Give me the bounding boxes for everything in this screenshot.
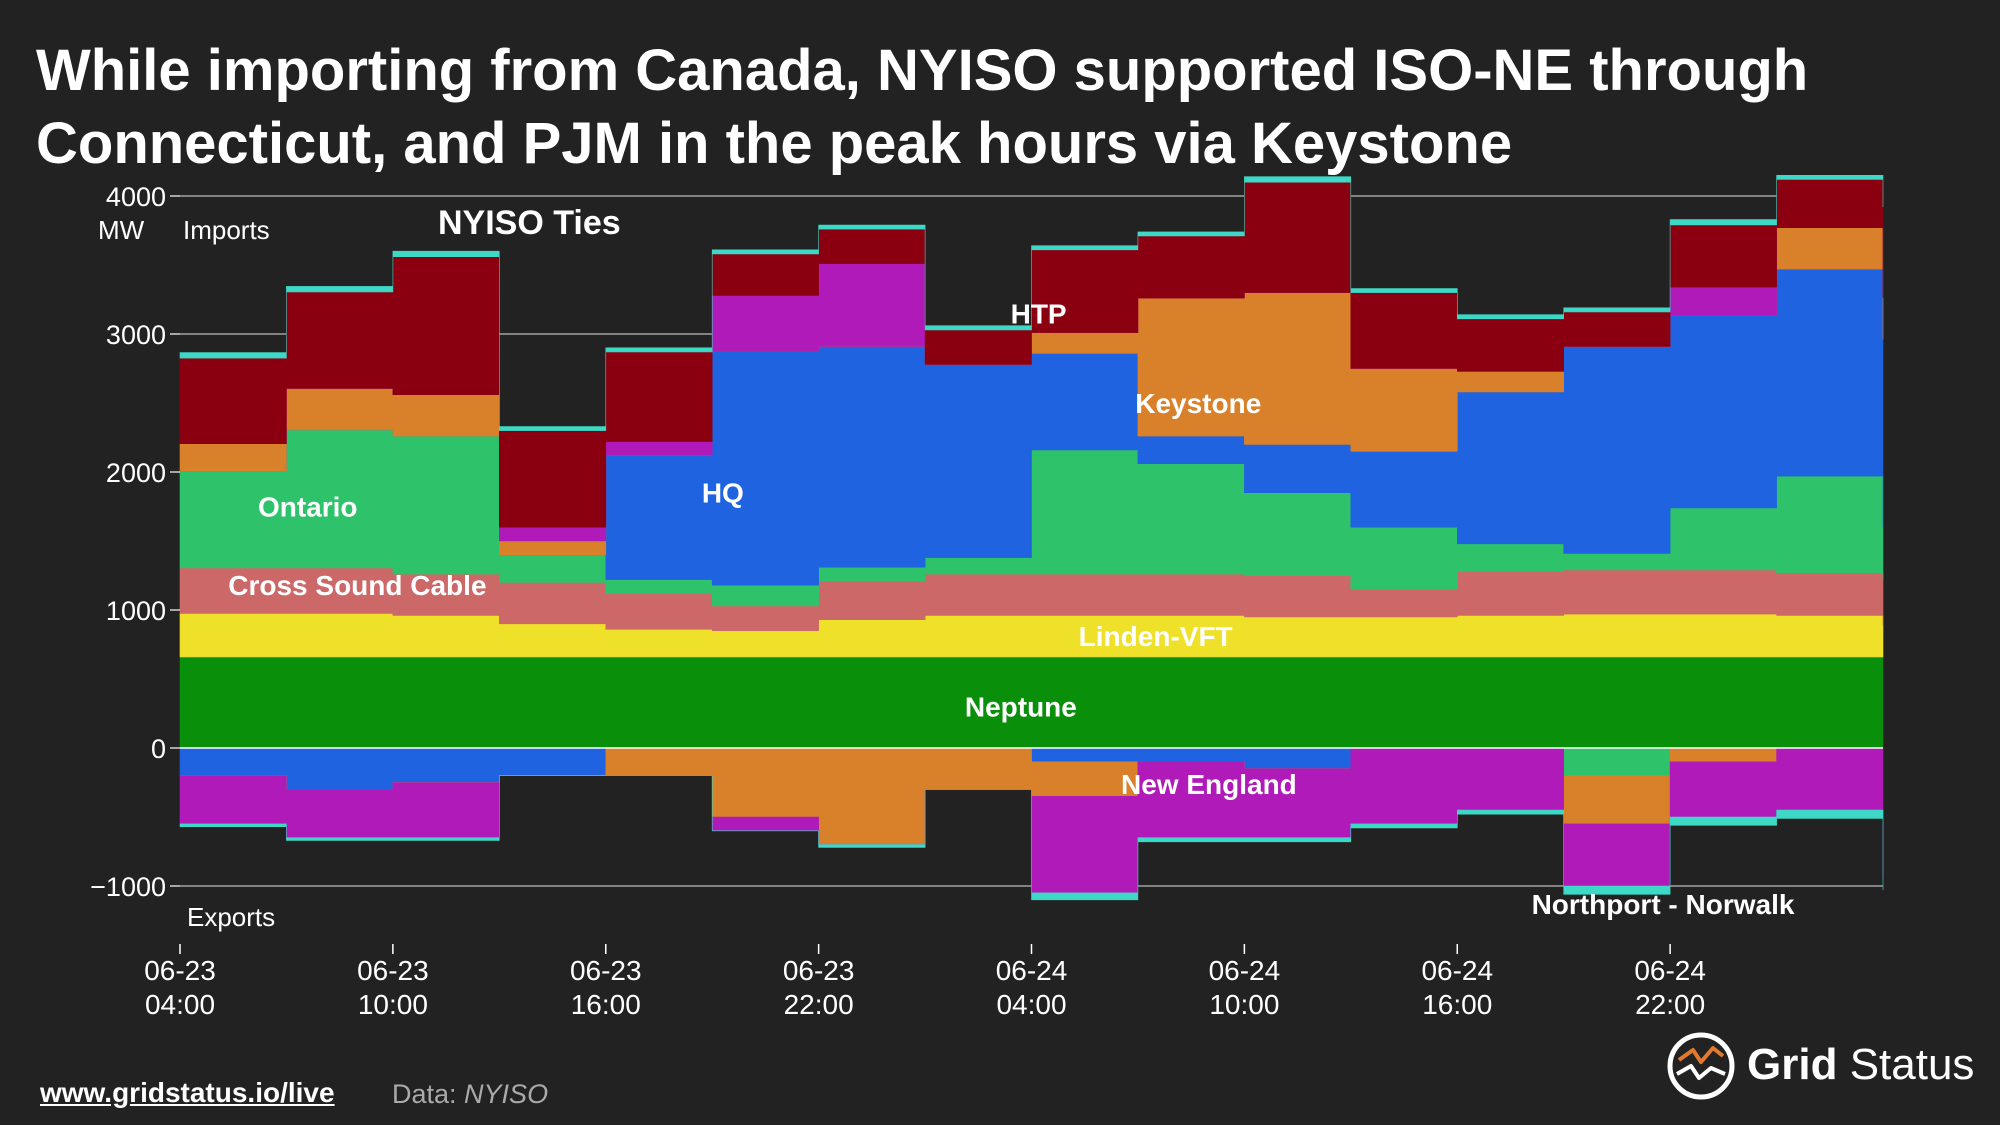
data-source-name: NYISO: [464, 1079, 549, 1109]
x-tick-date: 06-24: [1209, 955, 1281, 986]
exports-annotation: Exports: [187, 902, 275, 932]
x-tick-time: 04:00: [145, 989, 215, 1020]
x-tick-time: 22:00: [784, 989, 854, 1020]
y-tick-label: 4000: [106, 182, 166, 212]
gridstatus-wordmark: Grid Status: [1747, 1040, 1974, 1090]
x-tick-date: 06-23: [783, 955, 855, 986]
x-tick-time: 04:00: [996, 989, 1066, 1020]
y-tick-label: 2000: [106, 458, 166, 488]
y-tick-label: 1000: [106, 596, 166, 626]
y-axis: 4000 3000 2000 1000 0 −1000: [90, 182, 180, 902]
import-area-linden-vft: [179, 613, 1884, 658]
series-label-ontario: Ontario: [258, 492, 358, 523]
series-labels: Ontario Cross Sound Cable HQ HTP Keystone Lin…: [228, 298, 1795, 920]
x-tick-date: 06-24: [1421, 955, 1493, 986]
series-label-hq: HQ: [702, 478, 744, 509]
export-area-northport-norwalk: [179, 775, 1884, 901]
series-label-neptune: Neptune: [965, 692, 1077, 723]
imports-annotation: Imports: [183, 215, 270, 245]
y-tick-label: −1000: [90, 872, 166, 902]
logo-word-status: Status: [1849, 1040, 1975, 1089]
x-tick-time: 22:00: [1635, 989, 1705, 1020]
x-axis: 06-2304:0006-2310:0006-2316:0006-2322:00…: [144, 944, 1706, 1020]
gridstatus-logo-icon: [1667, 1032, 1735, 1100]
y-tick-label: 0: [151, 734, 166, 764]
y-tick-label: 3000: [106, 320, 166, 350]
data-source: Data: NYISO: [392, 1079, 548, 1110]
data-source-prefix: Data:: [392, 1079, 465, 1109]
chart-title: While importing from Canada, NYISO suppo…: [36, 34, 1976, 180]
x-tick-date: 06-23: [570, 955, 642, 986]
x-tick-date: 06-23: [357, 955, 429, 986]
import-area-northport-norwalk: [179, 175, 1884, 431]
series-label-northport-norwalk: Northport - Norwalk: [1532, 889, 1795, 920]
x-tick-time: 16:00: [1422, 989, 1492, 1020]
x-tick-time: 10:00: [1209, 989, 1279, 1020]
x-tick-date: 06-23: [144, 955, 216, 986]
x-tick-time: 10:00: [358, 989, 428, 1020]
series-label-cross-sound-cable: Cross Sound Cable: [228, 570, 486, 601]
gridstatus-link[interactable]: www.gridstatus.io/live: [40, 1077, 335, 1108]
chart-subtitle: NYISO Ties: [438, 204, 621, 242]
x-tick-date: 06-24: [1634, 955, 1706, 986]
logo-word-grid: Grid: [1747, 1040, 1838, 1089]
title-line-1: While importing from Canada, NYISO suppo…: [36, 38, 1809, 103]
y-axis-unit-label: MW: [98, 215, 145, 245]
x-tick-time: 16:00: [571, 989, 641, 1020]
series-label-htp: HTP: [1011, 298, 1067, 329]
x-tick-date: 06-24: [996, 955, 1068, 986]
title-line-2: Connecticut, and PJM in the peak hours v…: [36, 111, 1513, 176]
stacked-areas: [179, 175, 1884, 901]
series-label-new-england: New England: [1121, 769, 1297, 800]
series-label-linden-vft: Linden-VFT: [1079, 621, 1233, 652]
series-label-keystone: Keystone: [1135, 388, 1261, 419]
gridstatus-logo: Grid Status: [1665, 1030, 1985, 1102]
